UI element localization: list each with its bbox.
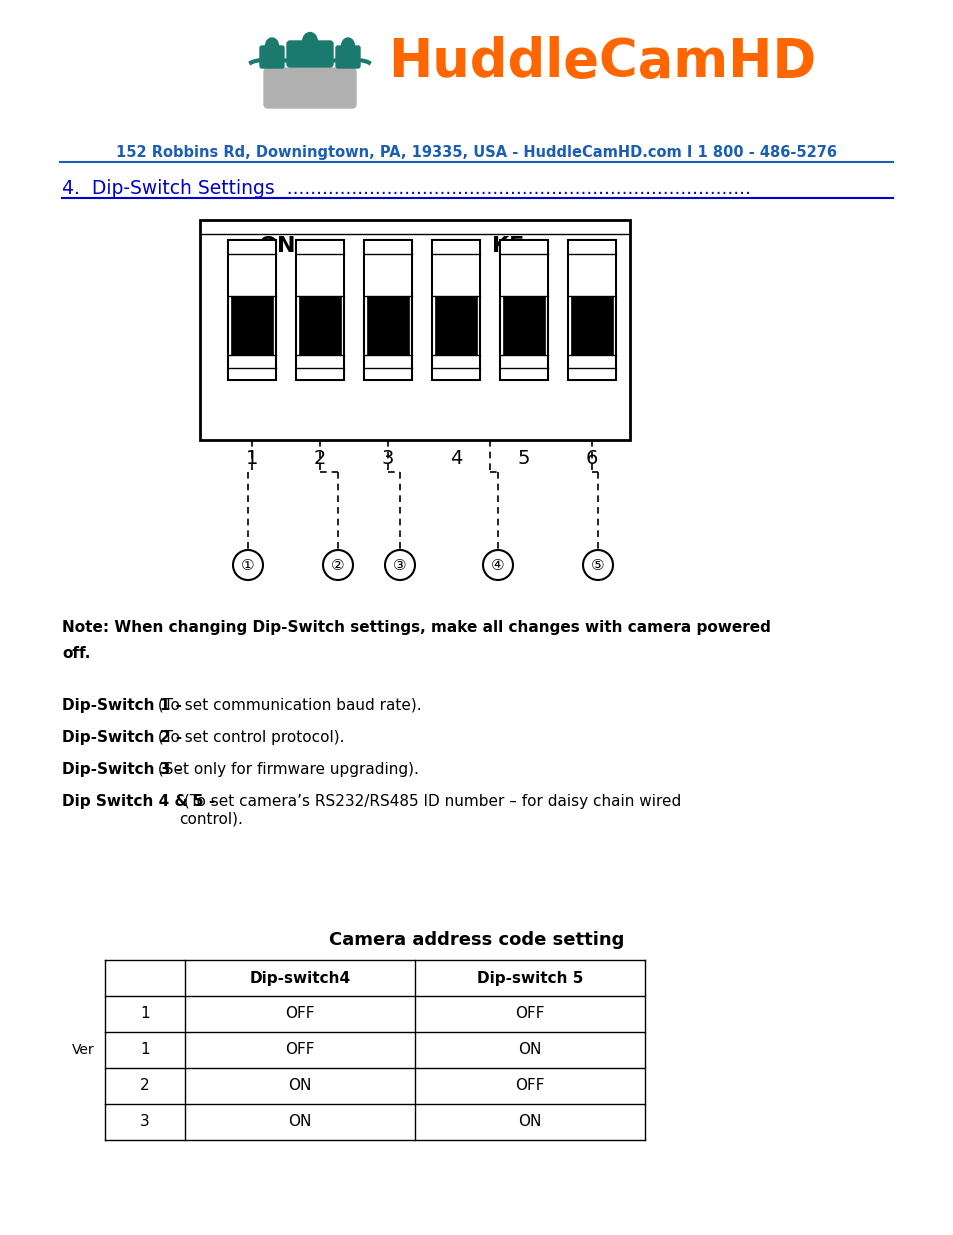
- Bar: [568, 368, 615, 379]
- Text: Dip-switch 5: Dip-switch 5: [476, 971, 582, 986]
- Text: (To set camera’s RS232/RS485 ID number – for daisy chain wired
control).: (To set camera’s RS232/RS485 ID number –…: [179, 794, 680, 826]
- Text: ON: ON: [259, 236, 296, 256]
- Text: ③: ③: [393, 557, 406, 573]
- Bar: [568, 254, 615, 296]
- Text: ON: ON: [288, 1078, 312, 1093]
- Text: Dip Switch 4 & 5 -: Dip Switch 4 & 5 -: [62, 794, 215, 809]
- Bar: [500, 254, 546, 296]
- Bar: [296, 254, 343, 296]
- Bar: [229, 241, 274, 254]
- FancyBboxPatch shape: [287, 41, 333, 67]
- Bar: [365, 254, 411, 296]
- Bar: [229, 368, 274, 379]
- Bar: [200, 220, 629, 440]
- Text: 4.  Dip-Switch Settings  .......................................................: 4. Dip-Switch Settings .................…: [62, 179, 750, 198]
- Text: ⑤: ⑤: [591, 557, 604, 573]
- Ellipse shape: [341, 38, 355, 54]
- Text: OFF: OFF: [515, 1078, 544, 1093]
- Bar: [500, 241, 546, 254]
- Text: Dip-Switch 3 -: Dip-Switch 3 -: [62, 762, 182, 777]
- Bar: [298, 296, 340, 354]
- Text: Dip-switch4: Dip-switch4: [249, 971, 350, 986]
- Text: HuddleCamHD: HuddleCamHD: [388, 36, 816, 88]
- Bar: [296, 241, 343, 254]
- Bar: [502, 296, 544, 354]
- Text: ①: ①: [241, 557, 254, 573]
- Text: 2: 2: [140, 1078, 150, 1093]
- Text: 4: 4: [450, 448, 461, 468]
- Bar: [367, 296, 409, 354]
- Text: ON: ON: [517, 1114, 541, 1130]
- Text: 2: 2: [314, 448, 326, 468]
- Bar: [571, 296, 613, 354]
- Text: ON: ON: [517, 1042, 541, 1057]
- Ellipse shape: [302, 32, 317, 52]
- Text: (To set communication baud rate).: (To set communication baud rate).: [152, 698, 421, 713]
- Text: OFF: OFF: [285, 1007, 314, 1021]
- Bar: [364, 240, 412, 380]
- Text: (Set only for firmware upgrading).: (Set only for firmware upgrading).: [152, 762, 418, 777]
- Text: 1: 1: [140, 1007, 150, 1021]
- Bar: [365, 368, 411, 379]
- Bar: [296, 368, 343, 379]
- Text: ②: ②: [331, 557, 344, 573]
- Text: Dip-Switch 2 -: Dip-Switch 2 -: [62, 730, 182, 745]
- Text: 1: 1: [246, 448, 258, 468]
- Text: 1: 1: [140, 1042, 150, 1057]
- Bar: [500, 368, 546, 379]
- Text: 3: 3: [140, 1114, 150, 1130]
- Bar: [433, 368, 478, 379]
- Text: Note: When changing Dip-Switch settings, make all changes with camera powered
of: Note: When changing Dip-Switch settings,…: [62, 620, 770, 661]
- Bar: [433, 241, 478, 254]
- Bar: [295, 240, 344, 380]
- Bar: [231, 296, 273, 354]
- Ellipse shape: [265, 38, 278, 54]
- Text: Ver: Ver: [72, 1044, 95, 1057]
- Text: Dip-Switch 1 -: Dip-Switch 1 -: [62, 698, 182, 713]
- Text: 5: 5: [517, 448, 530, 468]
- Text: (To set control protocol).: (To set control protocol).: [152, 730, 344, 745]
- Bar: [229, 254, 274, 296]
- Bar: [228, 240, 275, 380]
- Bar: [567, 240, 616, 380]
- Text: 152 Robbins Rd, Downingtown, PA, 19335, USA - HuddleCamHD.com I 1 800 - 486-5276: 152 Robbins Rd, Downingtown, PA, 19335, …: [116, 144, 837, 159]
- Text: KE: KE: [492, 236, 523, 256]
- Text: ON: ON: [288, 1114, 312, 1130]
- Text: Camera address code setting: Camera address code setting: [329, 931, 624, 948]
- Bar: [432, 240, 479, 380]
- FancyBboxPatch shape: [264, 68, 355, 107]
- Bar: [499, 240, 547, 380]
- Text: 3: 3: [381, 448, 394, 468]
- Text: 6: 6: [585, 448, 598, 468]
- Text: ④: ④: [491, 557, 504, 573]
- Bar: [365, 241, 411, 254]
- Text: OFF: OFF: [285, 1042, 314, 1057]
- Bar: [568, 241, 615, 254]
- Text: OFF: OFF: [515, 1007, 544, 1021]
- FancyBboxPatch shape: [335, 46, 359, 68]
- FancyBboxPatch shape: [260, 46, 284, 68]
- Bar: [435, 296, 476, 354]
- Bar: [433, 254, 478, 296]
